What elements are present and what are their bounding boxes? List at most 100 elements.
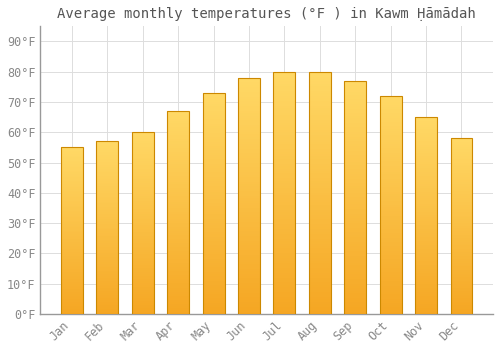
Bar: [167, 261, 189, 263]
Bar: [132, 192, 154, 194]
Bar: [61, 297, 83, 299]
Bar: [380, 96, 402, 98]
Bar: [380, 222, 402, 224]
Bar: [415, 300, 437, 302]
Bar: [202, 173, 224, 175]
Bar: [309, 195, 331, 198]
Bar: [167, 298, 189, 300]
Bar: [96, 229, 118, 231]
Bar: [309, 161, 331, 164]
Bar: [380, 266, 402, 268]
Bar: [344, 106, 366, 109]
Bar: [450, 163, 472, 164]
Bar: [274, 152, 295, 154]
Bar: [274, 275, 295, 278]
Bar: [61, 312, 83, 314]
Bar: [238, 293, 260, 295]
Bar: [202, 170, 224, 173]
Bar: [132, 310, 154, 312]
Bar: [274, 244, 295, 246]
Bar: [96, 147, 118, 148]
Bar: [380, 133, 402, 135]
Bar: [202, 309, 224, 312]
Bar: [132, 274, 154, 276]
Bar: [238, 307, 260, 309]
Bar: [167, 125, 189, 127]
Bar: [202, 215, 224, 217]
Bar: [450, 237, 472, 238]
Bar: [380, 201, 402, 203]
Bar: [344, 253, 366, 256]
Bar: [380, 96, 402, 314]
Bar: [274, 217, 295, 219]
Bar: [96, 223, 118, 224]
Bar: [415, 269, 437, 271]
Bar: [61, 191, 83, 192]
Bar: [415, 243, 437, 245]
Bar: [450, 142, 472, 143]
Bar: [238, 295, 260, 298]
Bar: [96, 279, 118, 281]
Bar: [274, 227, 295, 229]
Bar: [380, 105, 402, 107]
Bar: [274, 302, 295, 304]
Bar: [167, 117, 189, 119]
Bar: [415, 141, 437, 143]
Bar: [202, 135, 224, 137]
Bar: [202, 137, 224, 139]
Bar: [167, 253, 189, 255]
Bar: [380, 155, 402, 157]
Bar: [450, 235, 472, 237]
Bar: [61, 232, 83, 234]
Bar: [380, 220, 402, 222]
Bar: [61, 172, 83, 174]
Bar: [167, 164, 189, 166]
Bar: [450, 184, 472, 186]
Bar: [61, 152, 83, 154]
Bar: [274, 113, 295, 115]
Bar: [132, 207, 154, 209]
Bar: [61, 247, 83, 249]
Bar: [380, 190, 402, 192]
Bar: [202, 161, 224, 163]
Bar: [202, 119, 224, 121]
Bar: [380, 142, 402, 144]
Bar: [238, 92, 260, 94]
Bar: [309, 91, 331, 93]
Bar: [344, 232, 366, 234]
Bar: [344, 293, 366, 295]
Bar: [415, 263, 437, 265]
Bar: [167, 158, 189, 160]
Bar: [309, 203, 331, 205]
Bar: [238, 184, 260, 186]
Bar: [238, 248, 260, 250]
Bar: [274, 98, 295, 101]
Bar: [202, 175, 224, 177]
Bar: [450, 244, 472, 245]
Bar: [132, 209, 154, 210]
Bar: [132, 232, 154, 234]
Bar: [380, 299, 402, 301]
Bar: [132, 187, 154, 189]
Bar: [61, 275, 83, 277]
Bar: [238, 87, 260, 90]
Bar: [238, 144, 260, 146]
Bar: [132, 227, 154, 229]
Bar: [274, 222, 295, 224]
Bar: [450, 195, 472, 196]
Bar: [309, 248, 331, 251]
Bar: [274, 161, 295, 164]
Bar: [450, 230, 472, 231]
Bar: [380, 98, 402, 100]
Bar: [415, 245, 437, 247]
Bar: [309, 268, 331, 270]
Bar: [167, 229, 189, 231]
Bar: [132, 276, 154, 278]
Bar: [415, 117, 437, 119]
Bar: [61, 220, 83, 222]
Bar: [238, 177, 260, 179]
Bar: [238, 175, 260, 177]
Bar: [344, 234, 366, 237]
Bar: [202, 166, 224, 168]
Bar: [238, 196, 260, 198]
